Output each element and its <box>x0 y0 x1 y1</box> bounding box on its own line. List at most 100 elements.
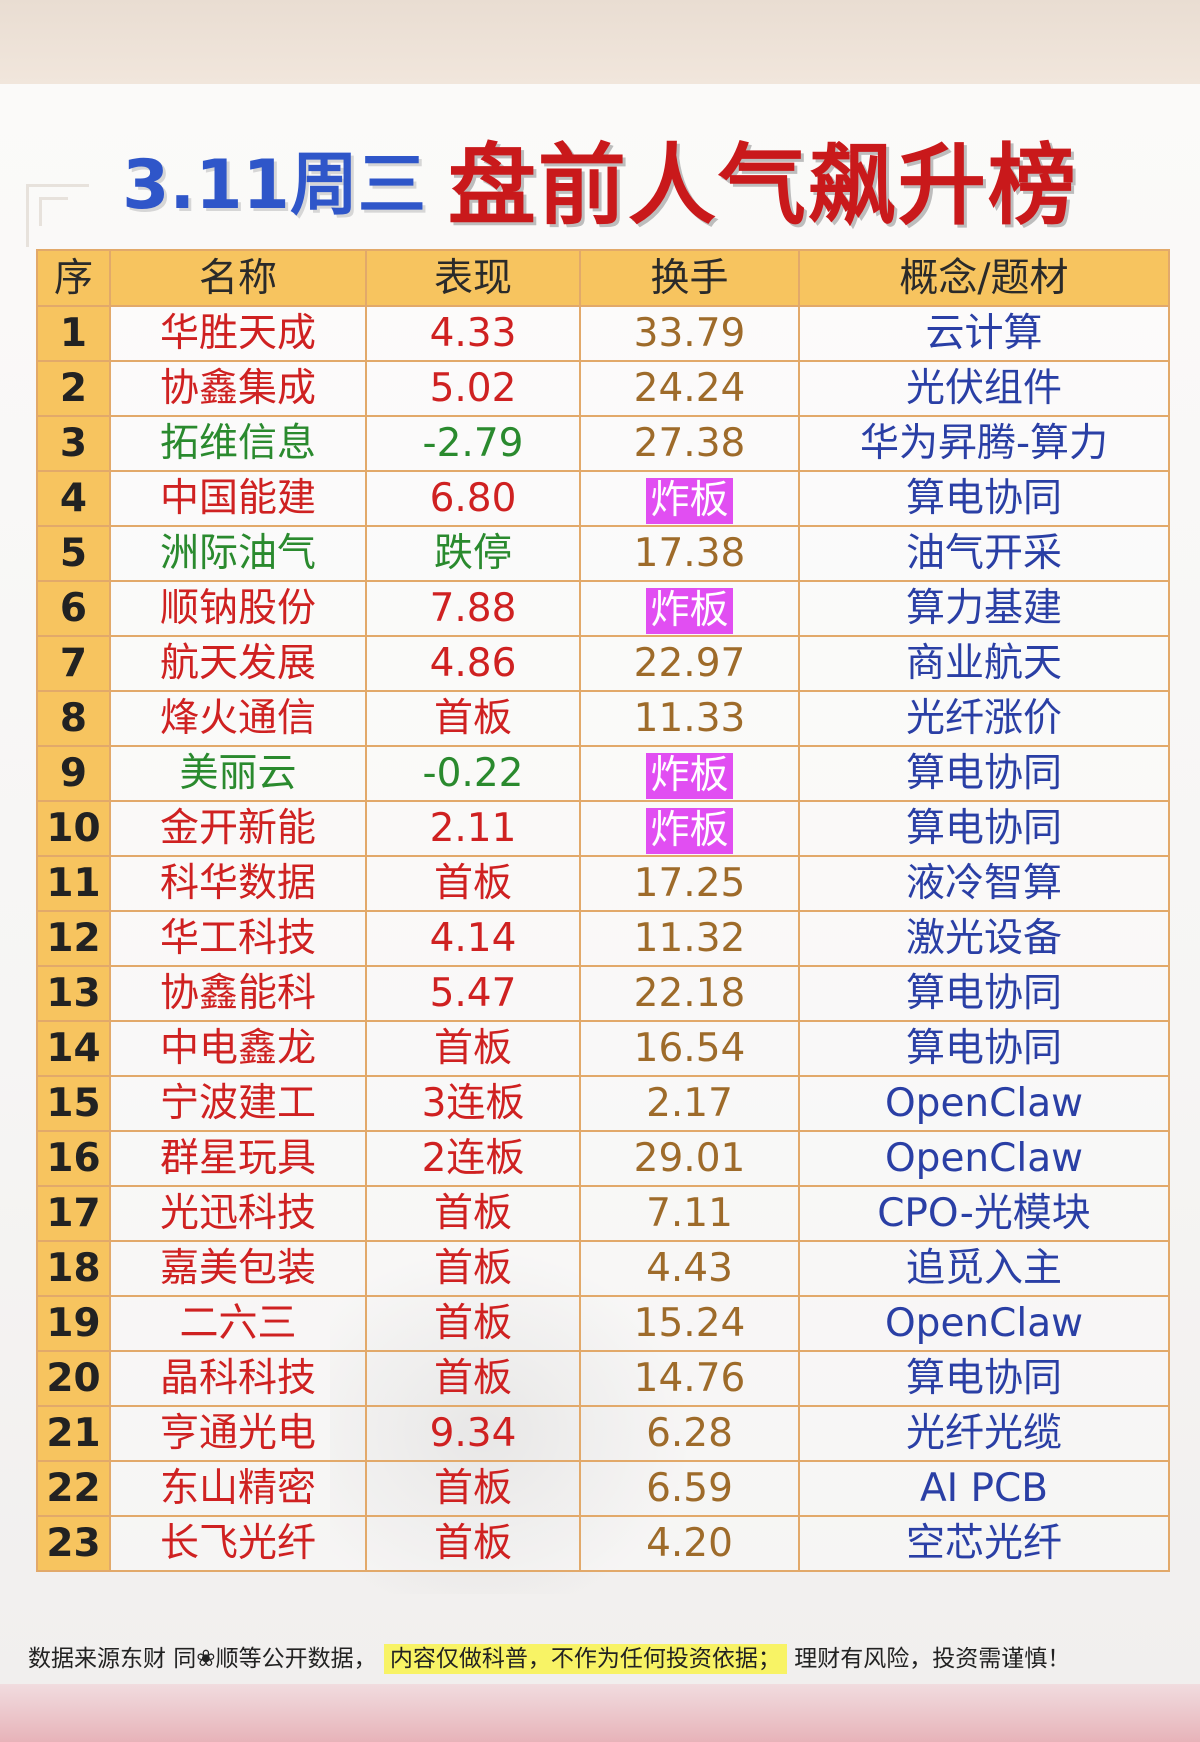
row-stock-name: 顺钠股份 <box>109 580 367 637</box>
row-turnover: 6.59 <box>579 1460 800 1517</box>
row-seq: 10 <box>36 800 111 857</box>
table-row: 23 长飞光纤 首板 4.20 空芯光纤 <box>36 1515 1170 1572</box>
row-stock-name: 中国能建 <box>109 470 367 527</box>
disclaimer-footer: 数据来源东财 同❀顺等公开数据， 内容仅做科普，不作为任何投资依据； 理财有风险… <box>28 1642 1188 1676</box>
row-performance: 首板 <box>365 690 581 747</box>
row-turnover: 22.97 <box>579 635 800 692</box>
row-stock-name: 美丽云 <box>109 745 367 802</box>
page-title: 3.11周三 盘前人气飙升榜 <box>0 128 1200 237</box>
row-stock-name: 华工科技 <box>109 910 367 967</box>
table-row: 14 中电鑫龙 首板 16.54 算电协同 <box>36 1020 1170 1077</box>
row-performance: 首板 <box>365 1240 581 1297</box>
row-performance: 2.11 <box>365 800 581 857</box>
row-concept: 算电协同 <box>798 1350 1170 1407</box>
row-stock-name: 金开新能 <box>109 800 367 857</box>
row-turnover: 炸板 <box>579 580 800 637</box>
row-stock-name: 亨通光电 <box>109 1405 367 1462</box>
zhaban-badge: 炸板 <box>646 477 733 524</box>
row-concept: 光纤涨价 <box>798 690 1170 747</box>
row-concept: 激光设备 <box>798 910 1170 967</box>
row-turnover: 7.11 <box>579 1185 800 1242</box>
row-performance: 2连板 <box>365 1130 581 1187</box>
row-concept: 商业航天 <box>798 635 1170 692</box>
row-performance: -2.79 <box>365 415 581 472</box>
row-performance: 9.34 <box>365 1405 581 1462</box>
row-seq: 6 <box>36 580 111 637</box>
table-row: 4 中国能建 6.80 炸板 算电协同 <box>36 470 1170 527</box>
row-performance: 3连板 <box>365 1075 581 1132</box>
row-seq: 4 <box>36 470 111 527</box>
row-performance: 首板 <box>365 1295 581 1352</box>
row-concept: CPO-光模块 <box>798 1185 1170 1242</box>
table-row: 7 航天发展 4.86 22.97 商业航天 <box>36 635 1170 692</box>
row-concept: 算电协同 <box>798 965 1170 1022</box>
row-seq: 23 <box>36 1515 111 1572</box>
footer-source: 数据来源东财 同❀顺等公开数据， <box>28 1646 377 1672</box>
row-seq: 12 <box>36 910 111 967</box>
row-concept: 华为昇腾-算力 <box>798 415 1170 472</box>
row-turnover: 6.28 <box>579 1405 800 1462</box>
table-row: 1 华胜天成 4.33 33.79 云计算 <box>36 305 1170 362</box>
ranking-table: 序 名称 表现 换手 概念/题材 1 华胜天成 4.33 33.79 云计算 2 协鑫集成 5… <box>36 249 1170 1572</box>
row-seq: 9 <box>36 745 111 802</box>
table-row: 11 科华数据 首板 17.25 液冷智算 <box>36 855 1170 912</box>
row-stock-name: 协鑫能科 <box>109 965 367 1022</box>
table-row: 13 协鑫能科 5.47 22.18 算电协同 <box>36 965 1170 1022</box>
row-performance: 首板 <box>365 1350 581 1407</box>
row-stock-name: 科华数据 <box>109 855 367 912</box>
zhaban-badge: 炸板 <box>646 752 733 799</box>
header-performance: 表现 <box>365 249 581 307</box>
table-row: 3 拓维信息 -2.79 27.38 华为昇腾-算力 <box>36 415 1170 472</box>
row-performance: 4.33 <box>365 305 581 362</box>
header-concept: 概念/题材 <box>798 249 1170 307</box>
table-body: 1 华胜天成 4.33 33.79 云计算 2 协鑫集成 5.02 24.24 光伏组件 3 拓维信息… <box>36 305 1170 1572</box>
row-seq: 19 <box>36 1295 111 1352</box>
table-row: 18 嘉美包装 首板 4.43 追觅入主 <box>36 1240 1170 1297</box>
row-turnover: 27.38 <box>579 415 800 472</box>
table-row: 15 宁波建工 3连板 2.17 OpenClaw <box>36 1075 1170 1132</box>
row-performance: 4.14 <box>365 910 581 967</box>
row-turnover: 11.33 <box>579 690 800 747</box>
row-concept: 算电协同 <box>798 745 1170 802</box>
row-seq: 21 <box>36 1405 111 1462</box>
row-stock-name: 晶科科技 <box>109 1350 367 1407</box>
row-performance: 跌停 <box>365 525 581 582</box>
footer-risk: 理财有风险，投资需谨慎！ <box>794 1646 1071 1672</box>
row-seq: 13 <box>36 965 111 1022</box>
row-performance: 首板 <box>365 1185 581 1242</box>
row-concept: 液冷智算 <box>798 855 1170 912</box>
row-seq: 20 <box>36 1350 111 1407</box>
row-stock-name: 二六三 <box>109 1295 367 1352</box>
corner-fret-ornament <box>26 184 89 247</box>
row-seq: 14 <box>36 1020 111 1077</box>
row-turnover: 14.76 <box>579 1350 800 1407</box>
row-stock-name: 烽火通信 <box>109 690 367 747</box>
row-turnover: 4.43 <box>579 1240 800 1297</box>
title-date: 3.11周三 <box>122 145 426 225</box>
row-turnover: 15.24 <box>579 1295 800 1352</box>
footer-highlight: 内容仅做科普，不作为任何投资依据； <box>383 1644 787 1674</box>
row-concept: 算电协同 <box>798 1020 1170 1077</box>
row-seq: 18 <box>36 1240 111 1297</box>
row-turnover: 29.01 <box>579 1130 800 1187</box>
row-stock-name: 中电鑫龙 <box>109 1020 367 1077</box>
row-stock-name: 洲际油气 <box>109 525 367 582</box>
row-stock-name: 航天发展 <box>109 635 367 692</box>
row-concept: OpenClaw <box>798 1130 1170 1187</box>
table-row: 2 协鑫集成 5.02 24.24 光伏组件 <box>36 360 1170 417</box>
row-performance: 首板 <box>365 1020 581 1077</box>
zhaban-badge: 炸板 <box>646 807 733 854</box>
row-turnover: 炸板 <box>579 745 800 802</box>
row-concept: 算电协同 <box>798 470 1170 527</box>
row-concept: 油气开采 <box>798 525 1170 582</box>
row-seq: 15 <box>36 1075 111 1132</box>
row-seq: 2 <box>36 360 111 417</box>
row-concept: 空芯光纤 <box>798 1515 1170 1572</box>
row-performance: 首板 <box>365 855 581 912</box>
zhaban-badge: 炸板 <box>646 587 733 634</box>
row-performance: 7.88 <box>365 580 581 637</box>
table-row: 12 华工科技 4.14 11.32 激光设备 <box>36 910 1170 967</box>
row-concept: 云计算 <box>798 305 1170 362</box>
row-turnover: 16.54 <box>579 1020 800 1077</box>
header-name: 名称 <box>109 249 367 307</box>
